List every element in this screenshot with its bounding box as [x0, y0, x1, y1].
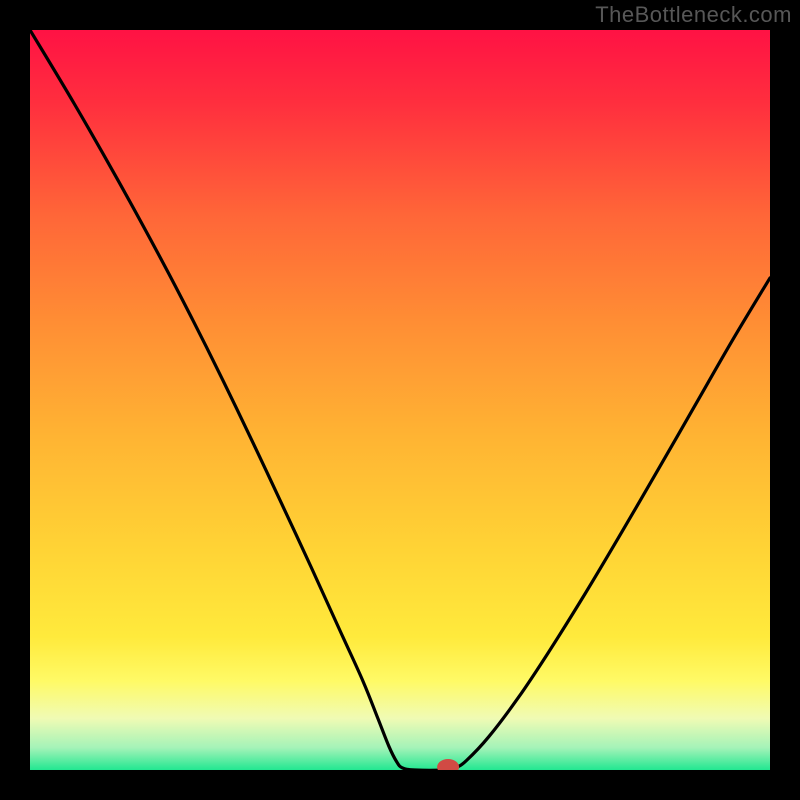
curve-layer: [30, 30, 770, 770]
plot-area: [30, 30, 770, 770]
bottleneck-curve: [30, 30, 770, 770]
chart-container: TheBottleneck.com: [0, 0, 800, 800]
watermark-text: TheBottleneck.com: [595, 2, 792, 28]
optimal-marker: [437, 759, 459, 770]
